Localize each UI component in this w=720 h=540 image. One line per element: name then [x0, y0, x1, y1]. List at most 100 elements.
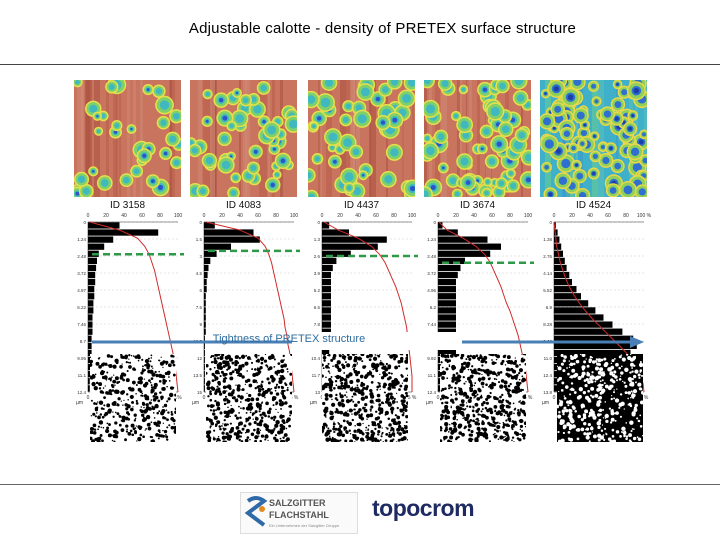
sample-id-label: ID 4524: [575, 200, 612, 211]
y-tick-label: 4.97: [77, 288, 86, 293]
top-tick-label: 100: [408, 213, 417, 219]
binary-structure-image: [557, 354, 643, 442]
surface-heatmap: [540, 80, 647, 197]
histogram-bar: [88, 363, 91, 371]
histogram-bar: [88, 278, 96, 286]
top-tick-label: 60: [373, 213, 379, 219]
histogram-bar: [554, 314, 604, 321]
binary-structure-image: [440, 354, 526, 442]
surface-heatmap: [308, 80, 415, 197]
top-tick-label: 100 %: [637, 213, 652, 219]
y-tick-label: 6: [199, 288, 202, 293]
top-tick-label: 60: [139, 213, 145, 219]
bottom-tick-label: 5 %: [290, 395, 299, 401]
histogram-bar: [438, 300, 456, 307]
histogram-bar: [322, 321, 331, 328]
y-tick-label: 3.72: [427, 271, 436, 276]
histogram-bar: [438, 264, 461, 272]
y-tick-label: 9.92: [427, 356, 436, 361]
histogram-bar: [204, 271, 208, 279]
histogram-bar: [322, 314, 331, 321]
y-tick-label: 3: [199, 254, 202, 259]
histogram-bar: [88, 328, 93, 335]
y-tick-label: 15: [197, 390, 203, 395]
histogram-bar: [554, 342, 637, 349]
histogram-bar: [204, 222, 215, 229]
y-tick-label: 13.5: [193, 373, 202, 378]
y-tick-label: 6.22: [77, 305, 86, 310]
top-tick-label: 40: [355, 213, 361, 219]
histogram-bar: [322, 278, 331, 286]
histogram-bar: [204, 349, 205, 357]
histogram-bar: [322, 328, 331, 335]
histogram-bar: [88, 271, 96, 279]
histogram-bar: [438, 236, 488, 243]
histogram-bar: [88, 286, 95, 293]
y-tick-label: 12: [197, 356, 203, 361]
histogram-bar: [204, 243, 231, 250]
salzgitter-tagline: Ein Unternehmen der Salzgitter Gruppe: [269, 523, 340, 528]
top-tick-label: 100: [524, 213, 533, 219]
arrow-graphic: [92, 332, 644, 350]
y-tick-label: 13: [315, 390, 321, 395]
arrow-label: Tightness of PRETEX structure: [212, 333, 366, 345]
top-tick-label: 80: [391, 213, 397, 219]
depth-histogram: 020406080100012345 %µm01.534.567.5910.51…: [192, 213, 300, 406]
top-tick-label: 40: [121, 213, 127, 219]
sample-id-label: ID 4083: [225, 200, 262, 211]
y-tick-label: 0: [433, 220, 436, 225]
page-title: Adjustable calotte - density of PRETEX s…: [188, 20, 577, 37]
top-tick-label: 60: [255, 213, 261, 219]
histogram-bar: [88, 307, 94, 314]
histogram-bar: [204, 286, 207, 293]
top-tick-label: 20: [219, 213, 225, 219]
top-tick-label: 60: [489, 213, 495, 219]
histogram-bar: [438, 222, 443, 229]
histogram-bar: [322, 222, 330, 229]
histogram-bar: [554, 307, 596, 314]
top-tick-label: 40: [471, 213, 477, 219]
histogram-bar: [88, 356, 91, 364]
bottom-tick-label: 0: [553, 395, 556, 401]
histogram-bar: [88, 229, 159, 236]
histogram-bar: [88, 342, 92, 349]
histogram-bar: [88, 257, 97, 264]
histogram-bar: [322, 300, 331, 307]
top-tick-label: 0: [87, 213, 90, 219]
histogram-bar: [554, 236, 560, 243]
histogram-bar: [88, 243, 105, 250]
y-tick-label: 2.76: [543, 254, 552, 259]
histogram-bar: [88, 314, 93, 321]
histogram-bar: [204, 378, 205, 385]
surface-heatmap: [74, 80, 181, 197]
histogram-bar: [204, 250, 217, 257]
unit-label: µm: [76, 400, 83, 406]
histogram-bar: [438, 307, 456, 314]
sample-id-label: ID 3158: [109, 200, 146, 211]
salzgitter-logo: SALZGITTER FLACHSTAHL Ein Unternehmen de…: [240, 492, 358, 534]
histogram-bar: [554, 293, 581, 300]
y-tick-label: 4.14: [543, 271, 552, 276]
histogram-bar: [438, 293, 456, 300]
bottom-tick-label: 6 %: [524, 395, 533, 401]
top-tick-label: 0: [321, 213, 324, 219]
surface-heatmap: [190, 80, 297, 197]
y-tick-label: 7.8: [314, 322, 321, 327]
top-tick-label: 80: [273, 213, 279, 219]
histogram-bar: [204, 278, 207, 286]
top-tick-label: 100: [174, 213, 183, 219]
histogram-bar: [438, 314, 456, 321]
histogram-bar: [88, 264, 97, 272]
y-tick-label: 1.5: [196, 237, 203, 242]
histogram-bar: [322, 250, 351, 257]
histogram-bar: [322, 236, 387, 243]
top-tick-label: 40: [237, 213, 243, 219]
histogram-bar: [322, 229, 349, 236]
top-tick-label: 20: [569, 213, 575, 219]
histogram-bar: [88, 378, 90, 385]
histogram-bar: [438, 229, 458, 236]
histogram-bar: [322, 286, 331, 293]
y-tick-label: 5.52: [543, 288, 552, 293]
histogram-bars: [204, 222, 260, 392]
y-tick-label: 6.9: [546, 305, 553, 310]
